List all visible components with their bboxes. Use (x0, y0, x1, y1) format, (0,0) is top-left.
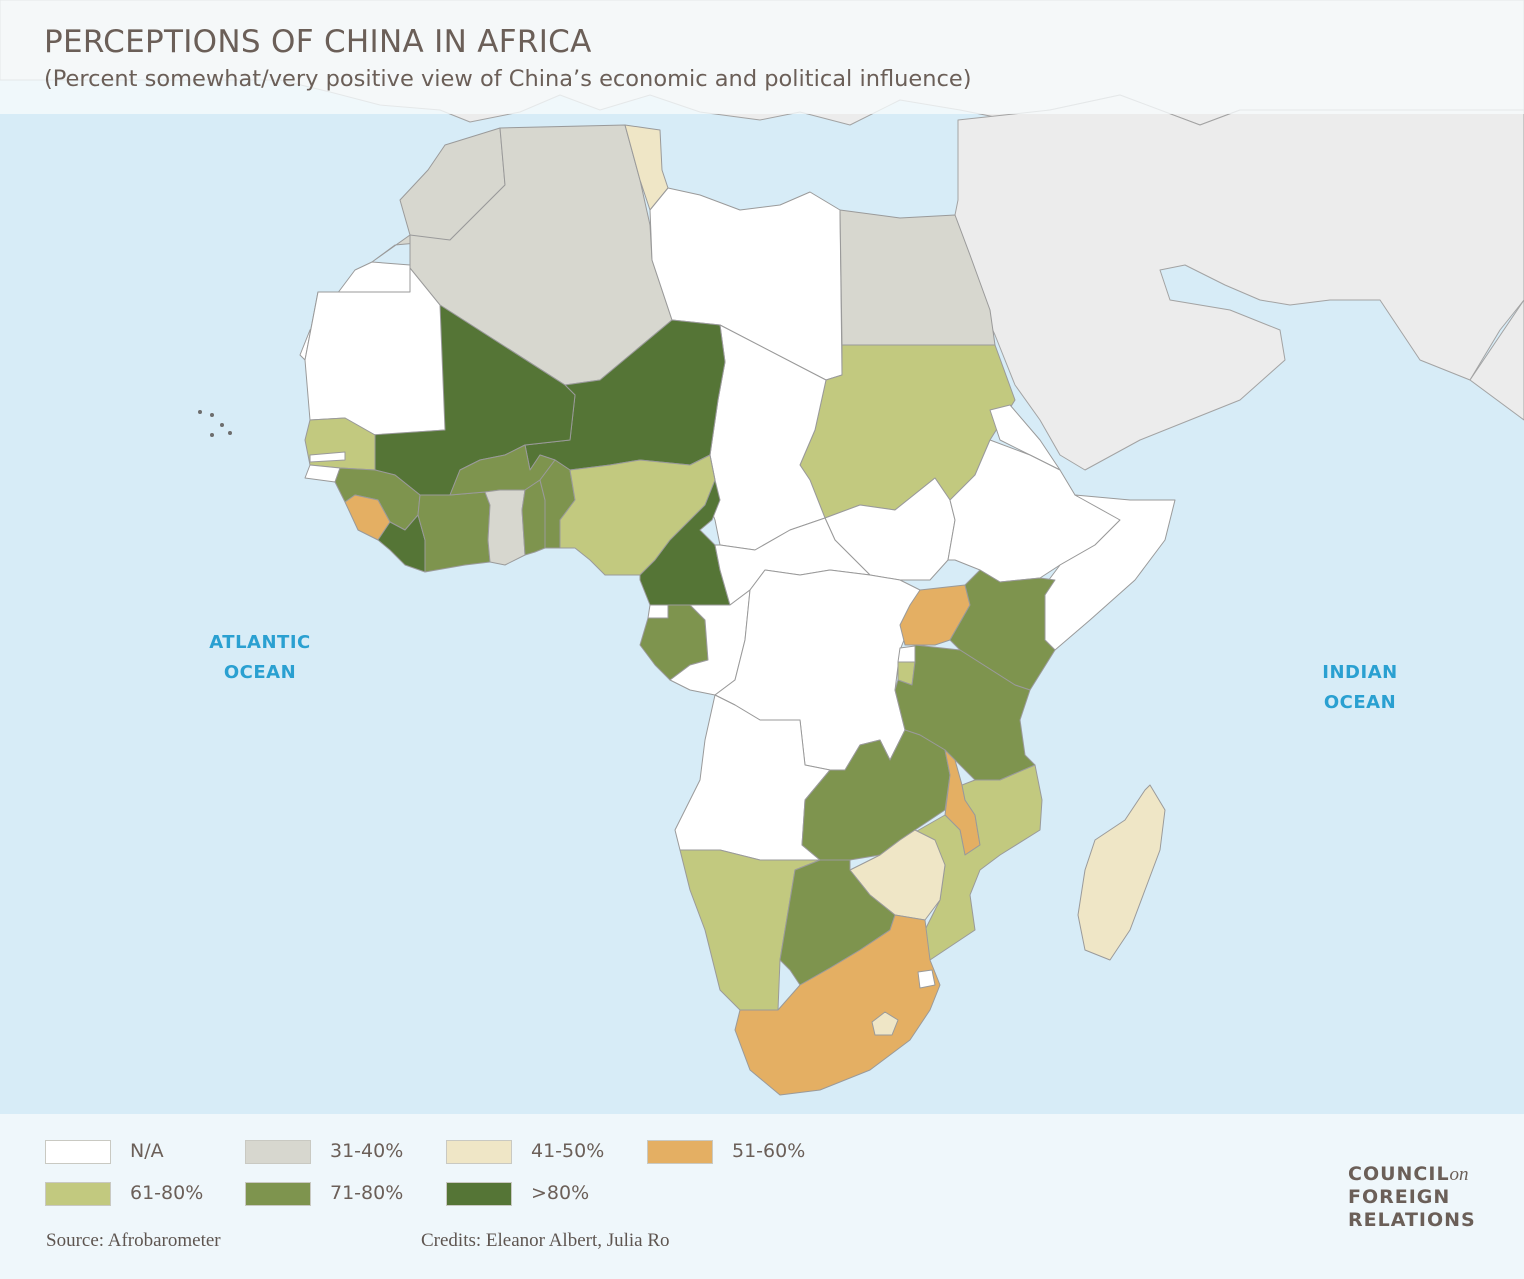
legend-swatch (45, 1140, 111, 1164)
middle-east-landmass (949, 94, 1524, 471)
togo (521, 479, 546, 556)
atlantic-ocean-label: ATLANTIC OCEAN (190, 628, 330, 688)
legend-swatch (647, 1140, 713, 1164)
legend-label: 41-50% (531, 1140, 605, 1162)
africa-countries (299, 124, 1176, 1096)
island (228, 431, 232, 435)
rwanda (897, 645, 916, 663)
legend-swatch (45, 1182, 111, 1206)
ghana (484, 489, 526, 566)
legend-label: 71-80% (330, 1182, 404, 1204)
asia-east-landmass (1469, 299, 1524, 421)
logo-line-1: COUNCILon (1348, 1163, 1476, 1186)
eswatini (917, 969, 936, 989)
logo-word-on: on (1449, 1164, 1469, 1185)
indian-ocean-line-1: INDIAN (1322, 662, 1398, 683)
logo-word-council: COUNCIL (1348, 1163, 1450, 1185)
namibia (679, 849, 821, 1011)
map-title: PERCEPTIONS OF CHINA IN AFRICA (44, 24, 592, 60)
cape-verde-islands (198, 410, 232, 437)
map-subtitle: (Percent somewhat/very positive view of … (44, 66, 972, 92)
republic-of-congo (669, 589, 751, 696)
equatorial-guinea (647, 604, 669, 619)
logo-line-2: FOREIGN (1348, 1186, 1451, 1208)
atlantic-ocean-line-1: ATLANTIC (209, 632, 311, 653)
legend-swatch (245, 1140, 311, 1164)
legend-label: 31-40% (330, 1140, 404, 1162)
source-note: Source: Afrobarometer (46, 1230, 221, 1251)
legend-swatch (446, 1182, 512, 1206)
island (210, 413, 214, 417)
legend-label: >80% (531, 1182, 590, 1204)
legend-label: 51-60% (732, 1140, 806, 1162)
mauritania (304, 267, 451, 436)
cfr-logo: COUNCILon FOREIGN RELATIONS (1348, 1163, 1476, 1232)
indian-ocean-line-2: OCEAN (1323, 692, 1397, 713)
madagascar (1077, 784, 1166, 961)
island (210, 433, 214, 437)
legend-panel (0, 1114, 1524, 1279)
logo-line-3: RELATIONS (1348, 1209, 1476, 1231)
atlantic-ocean-line-2: OCEAN (223, 662, 297, 683)
indian-ocean-label: INDIAN OCEAN (1300, 658, 1420, 718)
south-africa (734, 914, 941, 1096)
island (220, 423, 224, 427)
lesotho (871, 1011, 899, 1036)
legend-swatch (245, 1182, 311, 1206)
cote-divoire (417, 491, 491, 573)
island (198, 410, 202, 414)
legend-label: N/A (130, 1140, 164, 1162)
title-band (0, 0, 1524, 114)
legend-swatch (446, 1140, 512, 1164)
credits-note: Credits: Eleanor Albert, Julia Ro (421, 1230, 670, 1251)
tanzania (894, 644, 1036, 781)
legend-label: 61-80% (130, 1182, 204, 1204)
gambia (309, 451, 346, 463)
